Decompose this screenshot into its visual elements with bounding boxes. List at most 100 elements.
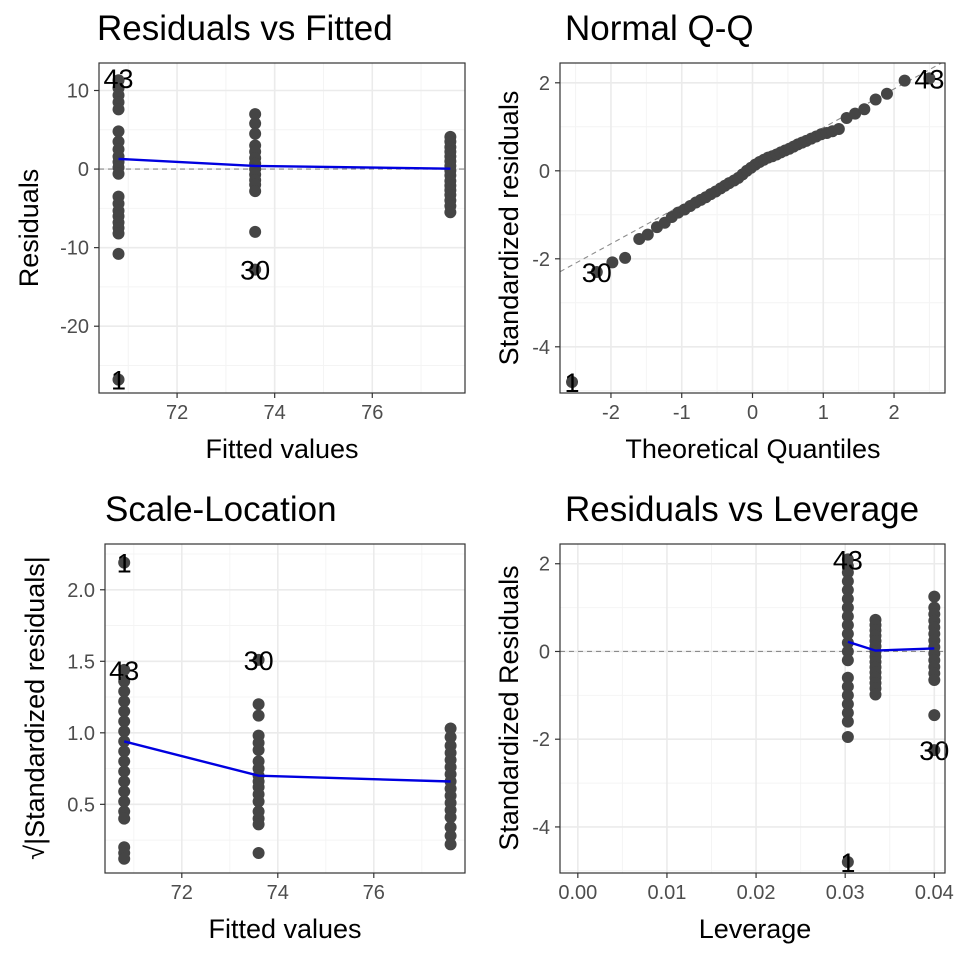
data-point [444, 722, 457, 735]
data-point [118, 775, 131, 788]
data-layer [560, 553, 945, 869]
smooth-line [118, 157, 451, 170]
data-point [841, 689, 854, 702]
data-point [249, 117, 262, 130]
y-tick-label: -20 [60, 316, 89, 338]
data-point [928, 590, 941, 603]
data-point [118, 745, 131, 758]
data-point [841, 645, 854, 658]
point-label: 30 [240, 256, 270, 286]
data-point [849, 107, 862, 120]
data-point [118, 705, 131, 718]
data-point [252, 743, 265, 756]
data-point [841, 706, 854, 719]
data-point [619, 251, 632, 264]
data-point [590, 266, 603, 278]
data-point [841, 601, 854, 614]
data-point [841, 592, 854, 605]
data-point [641, 228, 654, 241]
data-point [249, 263, 262, 276]
data-layer [118, 556, 457, 865]
x-tick-label: 72 [166, 402, 188, 424]
data-point [444, 811, 457, 824]
data-point [252, 698, 265, 711]
panel-resid-fitted: Residuals vs Fitted 43 30 1 72 74 76 -20 -10 0 10 F… [14, 9, 466, 464]
y-tick-label: 2.0 [67, 580, 95, 602]
y-axis-label: Standardized residuals [494, 91, 524, 366]
x-tick-label: 76 [363, 882, 385, 904]
data-point [249, 127, 262, 140]
data-point [841, 654, 854, 667]
data-point [606, 256, 619, 269]
data-point [928, 673, 941, 686]
chart-title: Residuals vs Fitted [97, 9, 393, 48]
data-layer [99, 74, 465, 386]
y-tick-label: -4 [532, 817, 550, 839]
data-point [118, 755, 131, 768]
x-tick-label: 0.02 [737, 882, 776, 904]
data-point [858, 103, 871, 116]
data-point [118, 795, 131, 808]
smooth-line [123, 740, 451, 783]
data-point [841, 619, 854, 632]
x-tick-label: -2 [602, 402, 620, 424]
chart-title: Residuals vs Leverage [565, 490, 919, 529]
y-axis-label: Standardized Residuals [494, 565, 524, 850]
y-tick-label: 0 [78, 159, 89, 181]
x-tick-label: 76 [361, 402, 383, 424]
data-point [832, 123, 845, 135]
chart-title: Normal Q-Q [565, 9, 754, 48]
point-label: 1 [111, 366, 126, 396]
x-tick-label: 2 [888, 402, 899, 424]
data-point [118, 675, 131, 688]
data-point [841, 610, 854, 623]
chart-title: Scale-Location [105, 490, 337, 529]
data-point [118, 852, 131, 865]
smooth-line [847, 640, 935, 652]
data-point [841, 680, 854, 693]
y-tick-label: 2 [539, 554, 550, 576]
data-point [118, 685, 131, 698]
x-tick-label: 0 [747, 402, 758, 424]
data-point [118, 725, 131, 738]
data-point [249, 185, 262, 198]
x-axis-label: Fitted values [205, 434, 358, 464]
point-label: 30 [244, 646, 274, 676]
data-point [252, 709, 265, 722]
x-tick-label: -1 [673, 402, 691, 424]
data-point [118, 715, 131, 728]
data-point [112, 103, 125, 116]
data-point [118, 695, 131, 708]
data-point [112, 247, 125, 260]
x-tick-label: 1 [818, 402, 829, 424]
data-point [444, 838, 457, 851]
x-tick-label: 74 [264, 402, 286, 424]
panel-border [559, 543, 946, 874]
data-point [118, 663, 131, 676]
point-label: 30 [919, 736, 949, 766]
data-point [118, 812, 131, 825]
data-point [112, 373, 125, 386]
data-point [841, 566, 854, 579]
point-label: 43 [109, 656, 139, 686]
y-tick-label: 0 [539, 161, 550, 183]
data-point [841, 627, 854, 640]
y-tick-label: 0 [539, 641, 550, 663]
data-point [923, 72, 936, 85]
data-point [249, 225, 262, 238]
data-point [252, 795, 265, 808]
x-tick-label: 72 [171, 882, 193, 904]
data-point [112, 125, 125, 138]
data-point [112, 167, 125, 180]
y-axis-label: Residuals [14, 169, 44, 288]
data-point [841, 856, 854, 869]
point-label: 43 [914, 64, 944, 94]
data-point [444, 821, 457, 834]
data-point [118, 556, 131, 569]
x-tick-label: 0.01 [647, 882, 686, 904]
data-point [118, 765, 131, 778]
x-axis-label: Theoretical Quantiles [625, 434, 880, 464]
data-point [444, 829, 457, 842]
data-point [841, 731, 854, 744]
